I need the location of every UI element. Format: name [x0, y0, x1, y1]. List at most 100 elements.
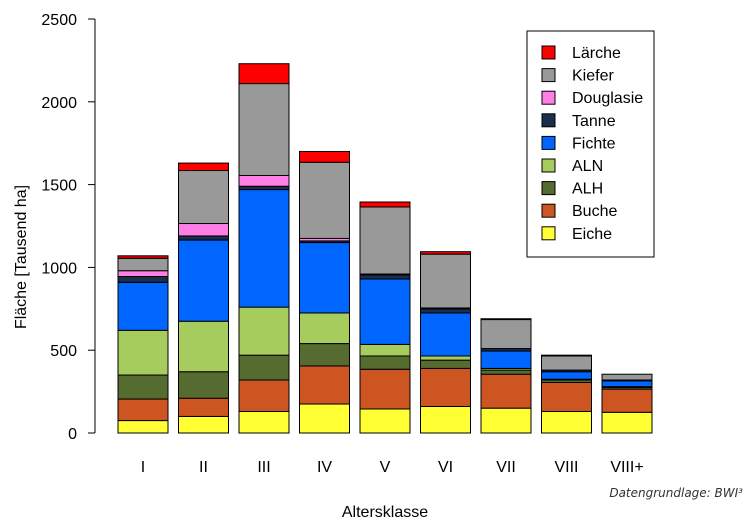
bar-segment [117, 276, 169, 283]
x-tick-label: I [141, 459, 145, 476]
bar-segment [238, 306, 290, 356]
legend-item: Eiche [541, 226, 612, 243]
x-axis-label: Altersklasse [342, 504, 428, 521]
bar-stack [601, 373, 653, 434]
bar-segment [238, 63, 290, 85]
bar-segment [238, 410, 290, 434]
bar-segment [178, 235, 229, 241]
bar-segment [480, 373, 532, 409]
bar-segment [480, 350, 532, 369]
bar-segment [238, 83, 290, 176]
bar-segment [420, 253, 471, 309]
bar-segment [117, 374, 169, 400]
legend-swatch [541, 68, 556, 83]
bar-segment [420, 355, 471, 361]
x-tick-label: VIII+ [610, 459, 643, 476]
x-tick-label: III [257, 459, 270, 476]
legend-swatch [541, 181, 556, 196]
x-tick-label: VII [496, 459, 516, 476]
bar-segment [299, 150, 350, 163]
bar-segment [299, 242, 350, 314]
legend-label: Eiche [572, 226, 612, 243]
bar-segment [178, 162, 229, 172]
bar-segment [299, 403, 350, 434]
bar-segment [359, 343, 411, 357]
legend-swatch [541, 45, 556, 60]
legend-swatch [541, 226, 556, 241]
y-axis-label: Fläche [Tausend ha] [13, 185, 30, 329]
legend-label: Douglasie [572, 90, 643, 107]
legend-item: ALN [541, 158, 603, 175]
bar-segment [117, 420, 169, 434]
legend-item: Buche [541, 203, 617, 220]
bars [117, 63, 653, 434]
bar-segment [238, 354, 290, 381]
bar-segment [359, 408, 411, 434]
bar-segment [601, 411, 653, 434]
bar-segment [480, 407, 532, 434]
bar-segment [238, 379, 290, 412]
bar-segment [178, 320, 229, 373]
legend-label: Buche [572, 203, 617, 220]
bar-segment [420, 367, 471, 408]
bar-segment [178, 397, 229, 417]
bar-segment [117, 329, 169, 376]
y-tick-label: 1500 [41, 178, 77, 195]
bar-segment [359, 368, 411, 410]
legend-label: ALH [572, 181, 603, 198]
y-tick-label: 2000 [41, 95, 77, 112]
bar-segment [541, 355, 592, 371]
bar-segment [359, 278, 411, 345]
bar-segment [359, 274, 411, 280]
y-tick-label: 1000 [41, 260, 77, 277]
bar-segment [359, 206, 411, 275]
legend-swatch [541, 113, 556, 128]
bar-segment [299, 161, 350, 239]
bar-stack [117, 255, 169, 434]
data-source-note: Datengrundlage: BWI³ [609, 486, 743, 500]
legend-label: Tanne [572, 113, 616, 130]
bar-segment [420, 251, 471, 255]
bar-segment [178, 415, 229, 434]
x-axis: I II III IV V VI VII VIII VIII+ [141, 459, 644, 476]
bar-stack [299, 150, 350, 434]
legend-item: Lärche [541, 45, 621, 62]
bar-segment [359, 355, 411, 370]
x-tick-label: V [380, 459, 391, 476]
bar-segment [480, 319, 532, 350]
legend-item: Kiefer [541, 68, 614, 85]
y-tick-label: 2500 [41, 12, 77, 29]
bar-segment [178, 170, 229, 225]
bar-segment [299, 343, 350, 367]
bar-segment [541, 381, 592, 412]
bar-segment [359, 201, 411, 208]
bar-segment [480, 369, 532, 375]
legend: Lärche Kiefer Douglasie Tanne Fichte ALN ALH Bu… [526, 30, 655, 258]
bar-segment [420, 406, 471, 434]
bar-segment [238, 174, 290, 187]
legend-swatch [541, 90, 556, 105]
legend-item: Fichte [541, 135, 616, 152]
legend-swatch [541, 135, 556, 150]
bar-segment [117, 281, 169, 331]
y-tick-label: 0 [68, 426, 77, 443]
bar-segment [299, 312, 350, 345]
y-axis: 0 500 1000 1500 2000 2500 [41, 12, 96, 443]
bar-segment [117, 270, 169, 278]
bar-stack [541, 354, 592, 434]
bar-segment [420, 308, 471, 314]
x-tick-label: IV [317, 459, 332, 476]
bar-segment [541, 410, 592, 434]
x-tick-label: VIII [554, 459, 578, 476]
bar-segment [420, 312, 471, 357]
bar-segment [541, 354, 592, 357]
bar-segment [480, 318, 532, 321]
bar-segment [238, 189, 290, 308]
bar-segment [299, 365, 350, 405]
bar-segment [420, 359, 471, 369]
bar-segment [117, 257, 169, 272]
bar-stack [178, 162, 229, 434]
bar-stack [480, 318, 532, 434]
bar-segment [541, 371, 592, 380]
